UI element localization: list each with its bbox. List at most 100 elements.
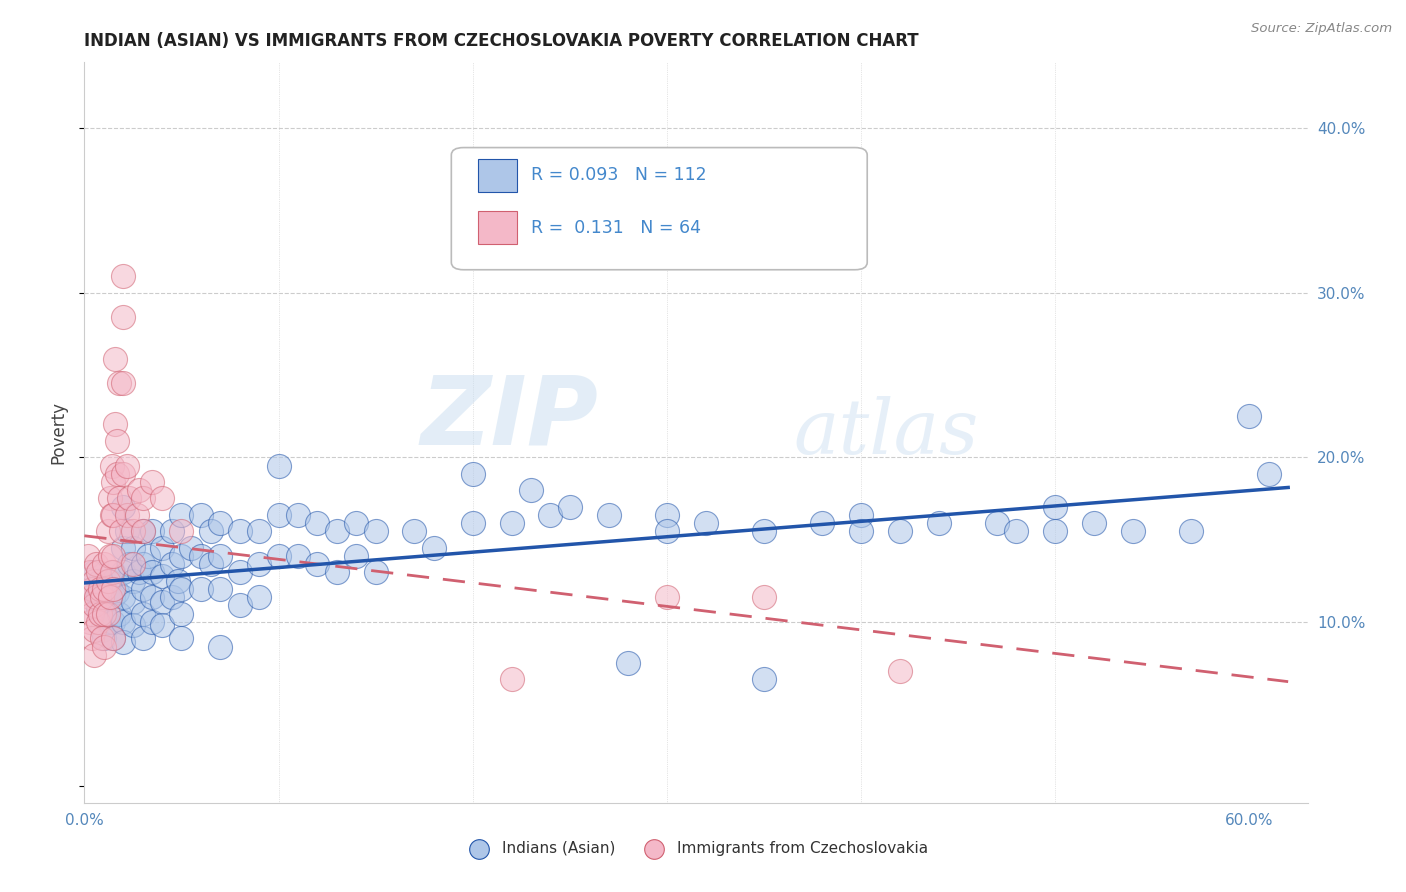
Point [247,524,270,539]
Point [160,524,183,539]
Point [83,582,105,596]
Point [104,417,127,432]
Point [131,607,153,621]
Text: INDIAN (ASIAN) VS IMMIGRANTS FROM CZECHOSLOVAKIA POVERTY CORRELATION CHART: INDIAN (ASIAN) VS IMMIGRANTS FROM CZECHO… [84,32,920,50]
Point [180,541,202,555]
Point [90,632,112,646]
Point [141,566,163,580]
Y-axis label: Poverty: Poverty [49,401,67,464]
Point [141,524,163,539]
Point [103,590,125,604]
Point [112,541,135,555]
Point [598,508,620,522]
Point [131,632,153,646]
Point [93,582,115,596]
Point [97,590,120,604]
Point [267,508,290,522]
Point [326,566,349,580]
Point [128,566,150,580]
Point [889,524,911,539]
Point [170,524,193,539]
Point [344,549,367,563]
Text: R = 0.093   N = 112: R = 0.093 N = 112 [531,166,706,184]
Point [131,524,153,539]
Point [131,582,153,596]
Point [150,568,173,582]
Point [1043,524,1066,539]
Point [752,524,775,539]
Point [115,524,138,539]
Point [103,615,125,629]
Point [122,558,145,572]
Point [986,516,1008,530]
Point [93,607,115,621]
Point [247,558,270,572]
Point [558,500,581,514]
Point [1005,524,1028,539]
Point [103,475,125,489]
Point [98,549,121,563]
Point [267,549,290,563]
Point [90,599,112,613]
Point [89,607,111,621]
Point [131,558,153,572]
Point [209,549,232,563]
Point [150,491,173,506]
Point [93,607,115,621]
Point [520,483,543,498]
Point [928,516,950,530]
Point [170,632,193,646]
Point [404,524,426,539]
Point [695,516,717,530]
Point [1239,409,1261,424]
Point [287,549,309,563]
Point [103,566,125,580]
Point [849,524,872,539]
Point [83,623,105,637]
Point [100,458,122,473]
Point [170,508,193,522]
Point [98,590,121,604]
Point [118,491,141,506]
Point [655,524,678,539]
Point [87,615,110,629]
Point [160,558,183,572]
Point [103,632,125,646]
Point [423,541,446,555]
Point [1122,524,1144,539]
Point [87,590,110,604]
Point [103,549,125,563]
Point [461,516,484,530]
Point [538,508,561,522]
Point [108,607,131,621]
Point [501,516,523,530]
Point [141,590,163,604]
Text: Source: ZipAtlas.com: Source: ZipAtlas.com [1251,22,1392,36]
Point [287,508,309,522]
Point [752,590,775,604]
Point [326,524,349,539]
Point [97,574,120,588]
Point [501,673,523,687]
Point [112,615,135,629]
Point [307,516,329,530]
Point [100,566,122,580]
Point [110,524,132,539]
Point [108,376,131,391]
Point [889,664,911,678]
Point [200,558,222,572]
Point [97,607,120,621]
Point [84,558,107,572]
Point [461,467,484,481]
Point [267,458,290,473]
Point [228,524,250,539]
Point [79,615,101,629]
Point [122,574,145,588]
Point [79,590,101,604]
Point [89,582,111,596]
Point [112,500,135,514]
Point [209,640,232,654]
Text: R =  0.131   N = 64: R = 0.131 N = 64 [531,219,700,236]
Point [122,524,145,539]
Point [103,582,125,596]
